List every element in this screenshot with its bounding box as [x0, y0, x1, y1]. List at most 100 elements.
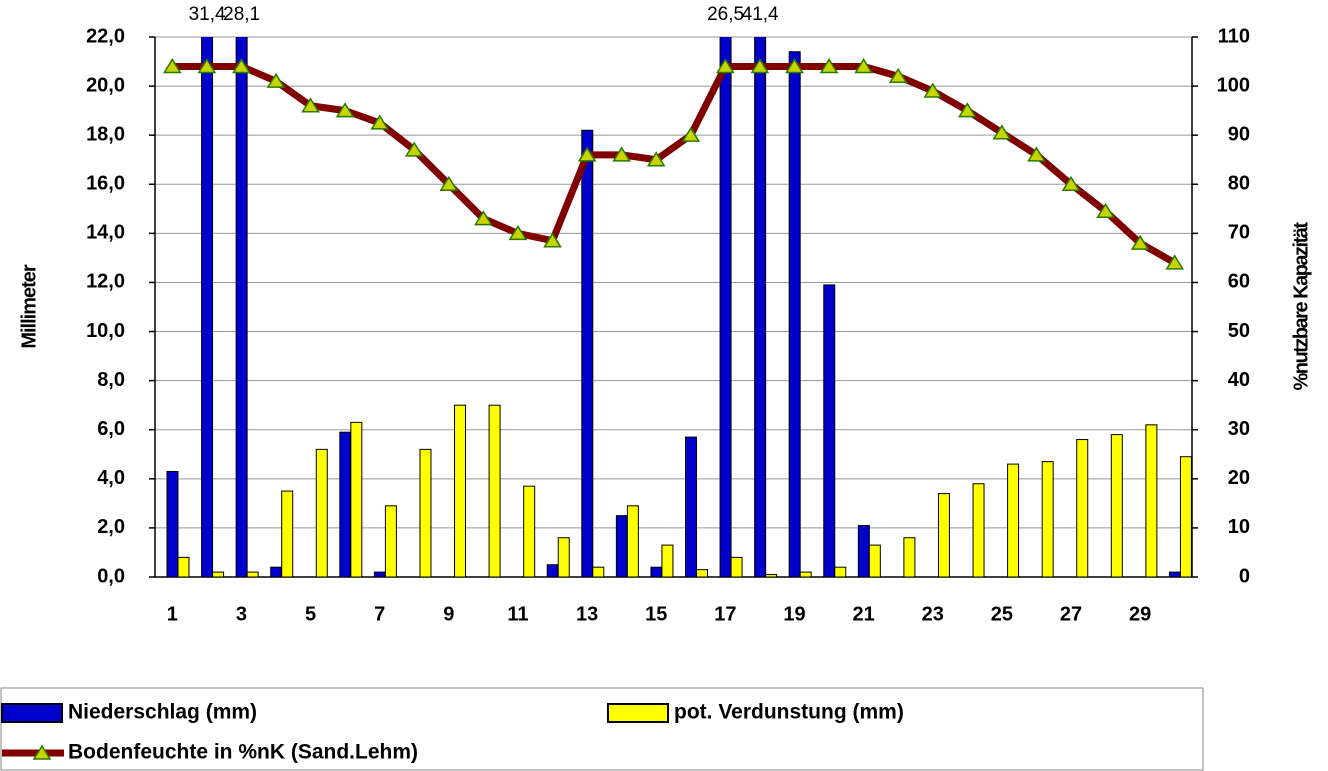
line-marker: [785, 58, 804, 74]
bar: [546, 564, 559, 578]
x-tick-label: 29: [1129, 603, 1151, 625]
bar: [1168, 571, 1181, 578]
y-tick-label: 18,0: [86, 123, 125, 145]
line-marker: [1061, 175, 1081, 192]
y-tick-label: 0,0: [97, 565, 125, 587]
data-label: 41,4: [742, 4, 779, 25]
bar: [373, 571, 386, 578]
line-marker: [404, 141, 424, 157]
line-marker: [957, 102, 977, 118]
bar: [270, 566, 283, 578]
line-marker: [716, 58, 735, 74]
line-marker: [681, 126, 701, 142]
x-tick-label: 1: [167, 603, 178, 625]
bar: [339, 431, 352, 578]
y-tick-label: 6,0: [97, 418, 125, 440]
bar: [765, 574, 778, 578]
data-label: 31,4: [189, 4, 226, 25]
y-tick-label: 4,0: [97, 467, 125, 489]
data-label: 28,1: [223, 4, 260, 25]
line-marker: [197, 58, 217, 74]
line-marker: [474, 210, 493, 226]
bar: [834, 566, 847, 578]
bar: [626, 505, 639, 578]
bar: [1076, 439, 1089, 578]
line-marker: [923, 82, 943, 98]
x-tick-label: 11: [507, 603, 528, 625]
x-tick-label: 21: [852, 603, 874, 625]
bar: [730, 556, 743, 578]
plot-area: [166, 37, 1192, 578]
legend-swatch: [1, 703, 63, 723]
bar: [384, 505, 397, 578]
line-marker: [266, 72, 286, 88]
bar: [937, 493, 950, 578]
y2-tick-label: 10: [1228, 516, 1250, 538]
x-tick-label: 27: [1060, 603, 1082, 625]
x-tick-label: 19: [783, 603, 805, 625]
legend-label: pot. Verdunstung (mm): [674, 701, 904, 724]
bar: [557, 537, 570, 578]
y2-tick-label: 40: [1228, 369, 1250, 391]
x-tick-label: 9: [443, 603, 454, 625]
bar: [581, 129, 594, 578]
y-tick-label: 10,0: [86, 320, 125, 342]
bar: [235, 37, 248, 578]
y-tick-label: 20,0: [86, 74, 125, 96]
bar: [857, 524, 870, 578]
y2-tick-label: 70: [1228, 222, 1250, 244]
line-marker: [1027, 146, 1046, 162]
bar: [177, 556, 190, 578]
bar: [592, 566, 605, 578]
bar: [696, 569, 708, 578]
y-tick-label: 22,0: [86, 25, 125, 47]
bar: [246, 571, 259, 578]
y-tick-label: 14,0: [86, 222, 125, 244]
x-tick-label: 17: [714, 603, 736, 625]
bar: [350, 421, 363, 578]
bar: [823, 284, 836, 578]
line-marker: [1165, 254, 1185, 270]
y2-tick-label: 30: [1228, 418, 1250, 440]
y2-tick-label: 100: [1217, 74, 1250, 96]
legend-label: Bodenfeuchte in %nK (Sand.Lehm): [68, 741, 418, 764]
x-tick-label: 15: [645, 603, 667, 625]
x-tick-label: 5: [305, 603, 316, 625]
bar: [488, 404, 501, 578]
line-marker: [232, 58, 251, 74]
line-marker: [888, 67, 908, 84]
bar: [1179, 456, 1192, 578]
line-marker: [370, 114, 390, 130]
x-tick-label: 7: [374, 603, 385, 625]
bar: [419, 448, 432, 578]
bar: [166, 470, 179, 578]
line-marker: [819, 58, 839, 74]
bar: [1041, 461, 1054, 578]
y2-tick-label: 50: [1228, 320, 1250, 342]
line-marker: [508, 224, 528, 241]
y-tick-label: 2,0: [97, 516, 125, 538]
bar: [212, 571, 225, 578]
y2-tick-label: 0: [1239, 565, 1250, 587]
line-marker: [992, 124, 1012, 140]
line-marker: [335, 102, 355, 118]
y-tick-label: 8,0: [97, 369, 125, 391]
x-tick-label: 25: [991, 603, 1013, 625]
legend-box: [0, 687, 1204, 771]
bar: [454, 404, 467, 578]
bar: [685, 436, 697, 578]
bar: [650, 566, 663, 578]
y-tick-label: 16,0: [86, 173, 125, 195]
y2-tick-label: 60: [1228, 271, 1250, 293]
bar: [868, 544, 881, 578]
y-tick-label: 12,0: [86, 271, 125, 293]
bar: [523, 485, 536, 578]
bar: [1007, 463, 1020, 578]
line-marker: [439, 175, 459, 192]
bar: [799, 571, 812, 578]
line-marker: [577, 146, 597, 162]
x-tick-label: 3: [236, 603, 247, 625]
bar: [788, 51, 801, 578]
bar: [661, 544, 674, 578]
